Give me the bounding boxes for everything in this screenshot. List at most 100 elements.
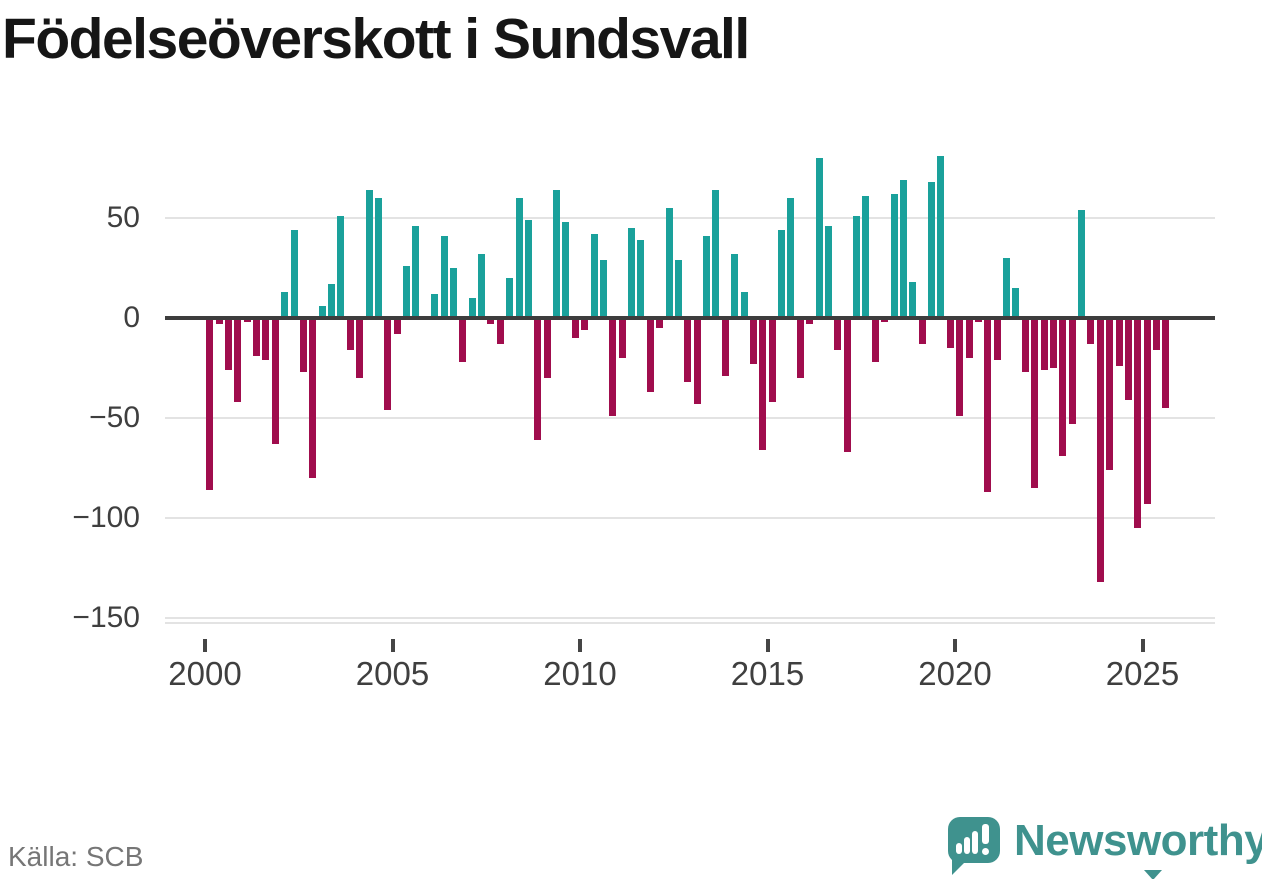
x-tick <box>203 639 207 652</box>
bar-2018-q4 <box>909 282 917 318</box>
bar-2010-q2 <box>590 234 598 318</box>
bar-2009-q1 <box>543 318 551 378</box>
y-tick-label: 0 <box>123 301 140 334</box>
bar-2001-q4 <box>271 318 279 444</box>
gridline <box>165 517 1215 519</box>
x-tick <box>390 639 395 652</box>
bar-2005-q3 <box>412 226 420 318</box>
bar-2013-q4 <box>721 318 729 376</box>
gridline <box>165 417 1215 419</box>
bar-2009-q3 <box>562 222 570 318</box>
bar-2019-q2 <box>928 182 936 318</box>
bar-2023-q2 <box>1078 210 1086 318</box>
bar-2019-q4 <box>946 318 954 348</box>
bar-2024-q1 <box>1106 318 1114 470</box>
bar-2008-q1 <box>506 278 514 318</box>
bar-2014-q3 <box>749 318 757 364</box>
gridline <box>165 617 1215 619</box>
bar-2008-q2 <box>515 198 523 318</box>
x-tick-label: 2015 <box>730 655 805 692</box>
bar-2003-q1 <box>318 306 326 318</box>
bar-2016-q3 <box>824 226 832 318</box>
bar-2001-q1 <box>243 318 251 322</box>
x-tick <box>765 639 770 652</box>
bar-2000-q1 <box>206 318 214 490</box>
bar-2010-q1 <box>581 318 589 330</box>
bar-2003-q4 <box>346 318 354 350</box>
bar-2022-q1 <box>1031 318 1039 488</box>
bar-2005-q1 <box>393 318 401 334</box>
bar-2013-q2 <box>703 236 711 318</box>
bar-2000-q4 <box>234 318 242 402</box>
bar-2015-q4 <box>796 318 804 378</box>
bar-2000-q2 <box>215 318 223 324</box>
newsworthy-logo-icon <box>948 817 1000 875</box>
bar-2022-q2 <box>1040 318 1048 370</box>
bar-2015-q3 <box>787 198 795 318</box>
bar-2007-q4 <box>496 318 504 344</box>
y-tick-label: −50 <box>89 401 140 434</box>
x-tick <box>1140 639 1145 652</box>
bar-2024-q4 <box>1134 318 1142 528</box>
bar-2023-q3 <box>1087 318 1095 344</box>
bar-2017-q4 <box>871 318 879 362</box>
bar-2013-q3 <box>712 190 720 318</box>
logo-barchart-bar-small <box>956 843 962 854</box>
bar-2021-q4 <box>1021 318 1029 372</box>
logo-bubble-tail <box>952 859 968 875</box>
bar-2021-q1 <box>993 318 1001 360</box>
bar-2014-q1 <box>731 254 739 318</box>
logo-barchart-bar-large <box>972 831 978 854</box>
bar-2018-q1 <box>881 318 889 322</box>
bar-2018-q3 <box>899 180 907 318</box>
bar-2015-q1 <box>768 318 776 402</box>
bar-2014-q4 <box>759 318 767 450</box>
x-tick-label: 2010 <box>543 655 617 692</box>
x-tick-label: 2025 <box>1105 655 1180 692</box>
bar-2007-q1 <box>468 298 476 318</box>
bar-2001-q3 <box>262 318 270 360</box>
bar-2011-q3 <box>637 240 645 318</box>
bar-2021-q3 <box>1012 288 1020 318</box>
bar-2006-q1 <box>431 294 439 318</box>
bar-2012-q1 <box>656 318 664 328</box>
bar-2020-q1 <box>956 318 964 416</box>
bar-2006-q3 <box>449 268 457 318</box>
bar-2003-q3 <box>337 216 345 318</box>
bottom-teal-triangle <box>1144 870 1162 879</box>
bar-2004-q1 <box>356 318 364 378</box>
chart-title: Födelseöverskott i Sundsvall <box>2 7 750 71</box>
bar-2002-q2 <box>290 230 298 318</box>
newsworthy-wordmark: Newsworthy <box>1014 816 1262 865</box>
bar-2016-q2 <box>815 158 823 318</box>
gridline <box>165 217 1215 219</box>
x-tick <box>953 639 957 652</box>
bar-2014-q2 <box>740 292 748 318</box>
bar-2018-q2 <box>890 194 898 318</box>
bar-2013-q1 <box>693 318 701 404</box>
zero-line <box>165 316 1215 320</box>
bar-2011-q1 <box>618 318 626 358</box>
bar-2022-q3 <box>1049 318 1057 368</box>
bar-2023-q4 <box>1096 318 1104 582</box>
bar-2016-q1 <box>806 318 814 324</box>
bar-2019-q1 <box>918 318 926 344</box>
bar-2015-q2 <box>778 230 786 318</box>
x-tick <box>578 639 582 652</box>
bar-2002-q4 <box>309 318 317 478</box>
x-tick-label: 2000 <box>168 655 242 692</box>
y-tick-label: 50 <box>106 201 140 234</box>
bar-2017-q2 <box>853 216 861 318</box>
bar-2012-q4 <box>684 318 692 382</box>
source-text: Källa: SCB <box>8 841 144 872</box>
y-tick-label: −100 <box>72 501 140 534</box>
bar-2001-q2 <box>253 318 261 356</box>
bar-2024-q3 <box>1124 318 1132 400</box>
bar-2017-q3 <box>862 196 870 318</box>
x-tick-label: 2020 <box>918 655 992 692</box>
bar-2004-q3 <box>374 198 382 318</box>
bar-2009-q2 <box>553 190 561 318</box>
x-axis-line <box>165 622 1215 624</box>
